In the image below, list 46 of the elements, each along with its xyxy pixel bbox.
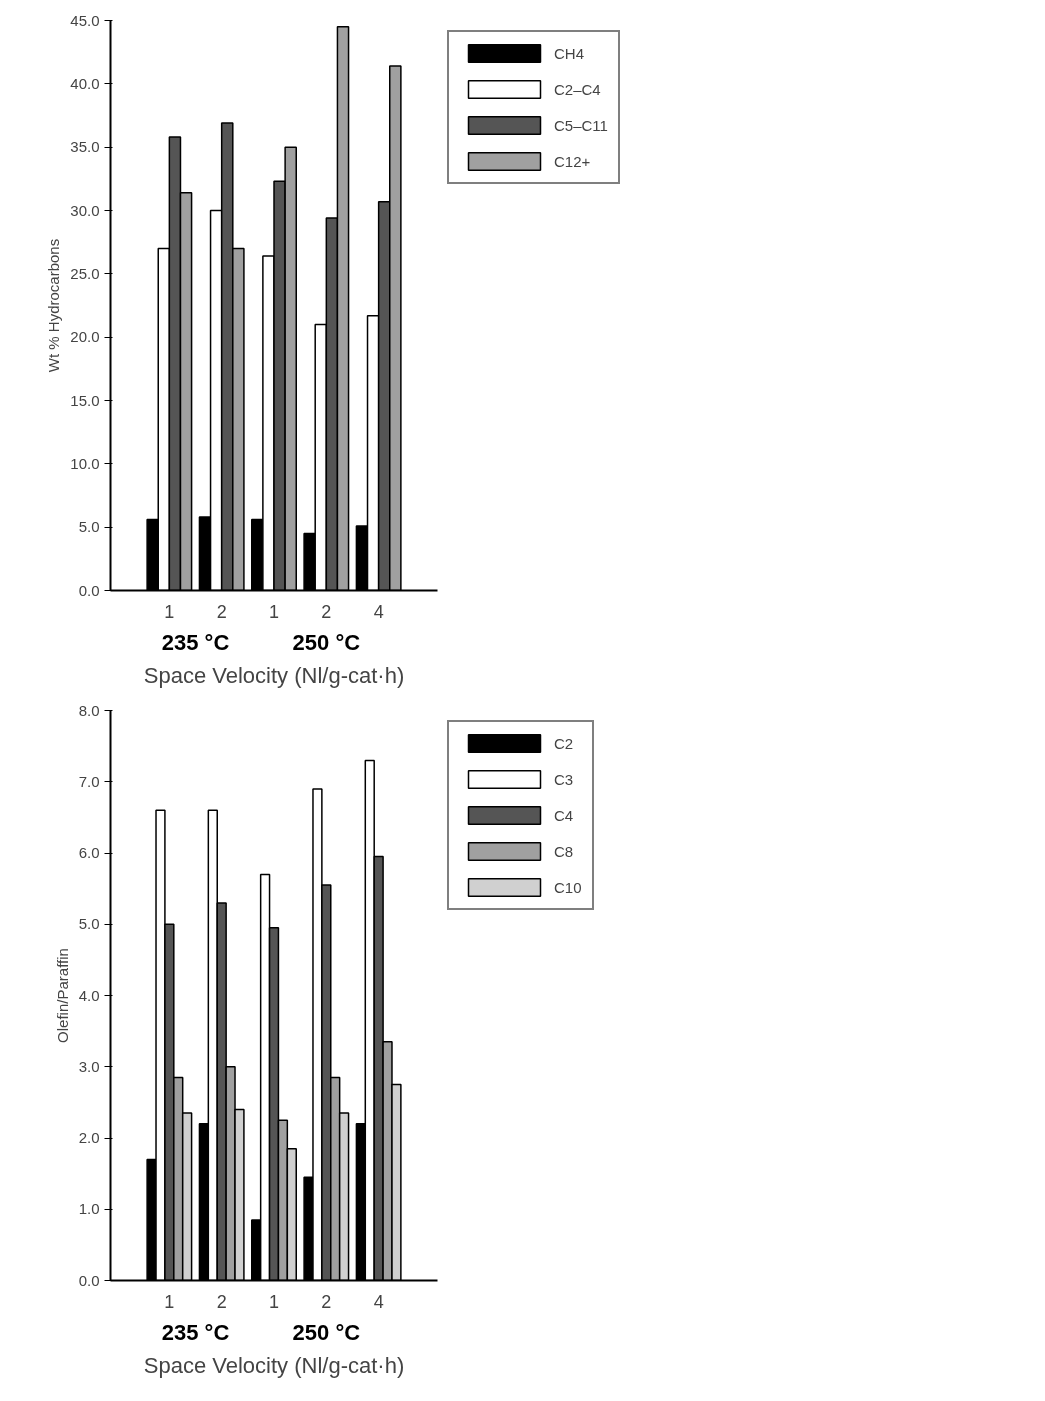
y-tick-label: 7.0 <box>78 772 100 790</box>
y-tick-label: 3.0 <box>78 1057 100 1075</box>
y-tick-label: 10.0 <box>70 454 100 472</box>
y-tick-label: 20.0 <box>70 328 100 346</box>
x-tick-label: 4 <box>373 1291 384 1312</box>
y-axis-title: Olefin/Paraffin <box>53 948 71 1043</box>
legend-label: C2 <box>554 734 574 752</box>
y-tick-label: 4.0 <box>78 986 100 1004</box>
y-tick-label: 45.0 <box>70 11 100 29</box>
legend-label: C2–C4 <box>554 80 601 98</box>
x-axis-title: Space Velocity (Nl/g-cat·h) <box>143 662 405 688</box>
legend-label: C3 <box>554 770 574 788</box>
legend-label: CH4 <box>554 44 585 62</box>
x-tick-label: 1 <box>164 1291 175 1312</box>
y-tick-label: 0.0 <box>78 1271 100 1289</box>
y-tick-label: 6.0 <box>78 844 100 861</box>
text: 250 °C <box>292 1319 361 1345</box>
x-tick-label: 1 <box>268 601 280 622</box>
legend-label: C12+ <box>554 152 591 170</box>
y-tick-label: 5.0 <box>78 915 100 933</box>
x-tick-label: 2 <box>321 601 332 622</box>
legend-label: C10 <box>554 878 582 896</box>
y-tick-label: 15.0 <box>70 391 100 409</box>
text: 250 °C <box>292 629 361 655</box>
y-tick-label: 25.0 <box>70 264 100 282</box>
text: 235 °C <box>161 1319 230 1345</box>
legend-label: C8 <box>554 842 574 860</box>
y-tick-label: 5.0 <box>78 518 100 536</box>
x-tick-label: 1 <box>268 1291 280 1312</box>
x-tick-label: 2 <box>216 1291 227 1312</box>
text: 235 °C <box>161 629 230 655</box>
x-tick-label: 4 <box>373 601 384 622</box>
y-tick-label: 8.0 <box>78 701 100 719</box>
legend-label: C4 <box>554 806 574 824</box>
x-tick-label: 1 <box>164 601 175 622</box>
x-tick-label: 2 <box>216 601 227 622</box>
y-tick-label: 1.0 <box>78 1200 100 1218</box>
x-tick-label: 2 <box>321 1291 332 1312</box>
y-tick-label: 2.0 <box>78 1129 100 1146</box>
y-tick-label: 35.0 <box>70 138 100 156</box>
y-tick-label: 30.0 <box>70 201 100 219</box>
legend-label: C5–C11 <box>554 116 608 134</box>
y-tick-label: 0.0 <box>78 581 100 599</box>
x-axis-title: Space Velocity (Nl/g-cat·h) <box>143 1352 405 1378</box>
y-axis-title: Wt % Hydrocarbons <box>45 238 63 373</box>
y-tick-label: 40.0 <box>70 74 100 92</box>
